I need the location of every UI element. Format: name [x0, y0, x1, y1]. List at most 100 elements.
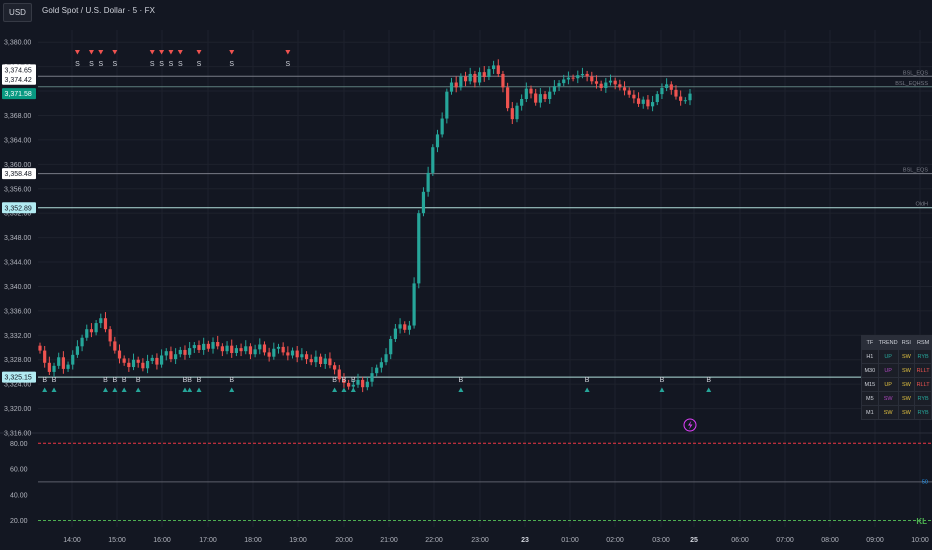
- candle-body: [276, 346, 281, 349]
- status-cell-rsi: SW: [897, 377, 916, 392]
- sell-label: S: [286, 61, 291, 68]
- y-tick-label: 3,324.00: [4, 382, 31, 389]
- candle-body: [604, 82, 608, 89]
- buy-arrow: [196, 387, 202, 392]
- candle-body: [333, 365, 337, 370]
- candle-body: [688, 93, 692, 101]
- buy-label: B: [197, 377, 202, 384]
- sell-arrow: [98, 50, 104, 55]
- candle-body: [655, 94, 659, 103]
- sell-label: S: [150, 61, 155, 68]
- candle-body: [337, 369, 341, 380]
- x-axis[interactable]: 14:00 15:00 16:00 17:00 18:00 19:00 20:00 21:00…: [63, 537, 929, 544]
- status-cell-tf: M15: [861, 377, 879, 392]
- candle-body: [131, 359, 136, 368]
- candle-body: [468, 73, 472, 82]
- buy-label: B: [342, 377, 347, 384]
- x-tick-label: 15:00: [108, 537, 126, 544]
- buy-arrow: [102, 387, 108, 392]
- x-tick-label: 20:00: [335, 537, 353, 544]
- buy-arrow: [584, 387, 590, 392]
- status-header-rsm: RSM: [914, 335, 932, 350]
- sell-arrow: [177, 50, 183, 55]
- candle-body: [548, 91, 552, 99]
- candles: [38, 59, 692, 393]
- status-row-m5: M5 SW SW RYB: [861, 391, 932, 406]
- buy-label: B: [52, 377, 57, 384]
- rsi-corner-label: KL: [916, 517, 927, 526]
- sell-label: S: [98, 61, 103, 68]
- buy-label: B: [351, 377, 356, 384]
- candle-body: [155, 357, 159, 365]
- y-tick-label: 3,340.00: [4, 284, 31, 291]
- candle-body: [211, 342, 215, 349]
- price-tag: 3,374.42: [2, 73, 36, 85]
- candle-body: [113, 341, 117, 351]
- price-tag-bg: [2, 88, 36, 100]
- status-cell-rsi: SW: [897, 391, 916, 406]
- y-tick-label: 3,332.00: [4, 333, 31, 340]
- buy-label: B: [187, 377, 192, 384]
- rsi-pane: 20.00 40.00 60.00 80.00 50 KL: [10, 441, 932, 526]
- candle-body: [566, 77, 571, 80]
- candle-body: [520, 98, 524, 106]
- candle-body: [122, 358, 126, 363]
- candle-body: [75, 346, 80, 355]
- candle-body: [174, 354, 178, 360]
- buy-arrow: [706, 387, 712, 392]
- candle-body: [188, 348, 192, 355]
- candle-body: [328, 358, 332, 366]
- candle-body: [361, 379, 365, 388]
- price-tag-bg: [2, 202, 36, 214]
- candle-body: [491, 65, 496, 70]
- price-tag-text: 3,371.58: [5, 91, 32, 98]
- candle-body: [571, 77, 575, 79]
- lightning-alert-icon[interactable]: [683, 418, 697, 432]
- x-tick-label: 22:00: [425, 537, 443, 544]
- symbol-title: Gold Spot / U.S. Dollar · 5 · FX: [42, 6, 156, 15]
- buy-label: B: [332, 377, 337, 384]
- sell-label: S: [159, 61, 164, 68]
- status-cell-trend: UP: [877, 377, 899, 392]
- buy-arrow: [187, 387, 193, 392]
- rsi-y-tick-label: 60.00: [10, 467, 28, 474]
- candle-body: [342, 379, 346, 383]
- y-axis[interactable]: 3,316.00 3,320.00 3,324.00 3,328.00 3,332.00…: [4, 40, 31, 438]
- candle-body: [632, 94, 636, 99]
- candle-body: [426, 172, 430, 192]
- candle-body: [192, 345, 196, 349]
- candle-body: [487, 69, 491, 78]
- candle-body: [286, 352, 290, 356]
- candle-body: [375, 367, 379, 374]
- status-cell-rsm: RYB: [914, 391, 932, 406]
- price-tag-text: 3,374.42: [5, 77, 32, 84]
- candle-body: [552, 86, 556, 92]
- candle-body: [244, 346, 248, 352]
- candle-body: [618, 84, 622, 88]
- candle-body: [398, 324, 402, 329]
- candle-body: [136, 359, 140, 363]
- candle-body: [403, 324, 407, 330]
- status-cell-trend: SW: [877, 405, 899, 420]
- x-tick-label: 19:00: [289, 537, 307, 544]
- candle-body: [421, 191, 426, 214]
- status-cell-rsi: SW: [897, 349, 916, 364]
- candle-body: [300, 354, 304, 358]
- grid: [0, 30, 932, 527]
- y-tick-label: 3,368.00: [4, 113, 31, 120]
- candle-body: [473, 73, 477, 83]
- candle-body: [309, 359, 313, 363]
- status-cell-rsm: RLLT: [914, 363, 932, 378]
- currency-button[interactable]: USD: [3, 3, 32, 22]
- x-tick-label: 17:00: [199, 537, 217, 544]
- candle-body: [164, 351, 168, 356]
- price-tag: 3,371.58: [2, 88, 36, 100]
- level-label: BSL_EQS: [903, 168, 928, 174]
- y-tick-label: 3,360.00: [4, 162, 31, 169]
- sell-label: S: [89, 61, 94, 68]
- status-row-m30: M30 UP SW RLLT: [861, 363, 932, 378]
- candle-body: [660, 88, 664, 95]
- buy-label: B: [183, 377, 188, 384]
- status-cell-rsm: RYB: [914, 405, 932, 420]
